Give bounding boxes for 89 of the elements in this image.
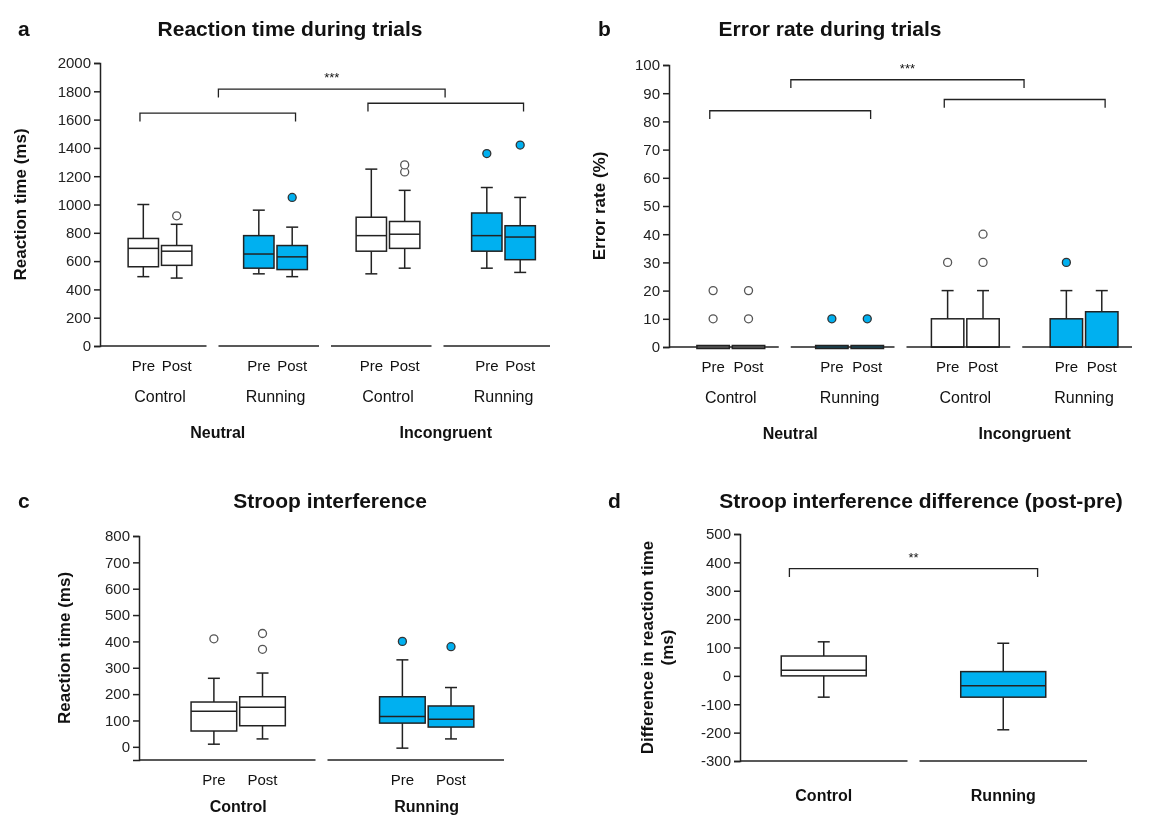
x-tick-label: Post — [1086, 358, 1118, 376]
text: Control — [939, 388, 992, 406]
x-tick-label: Pre — [359, 357, 383, 375]
text: Running — [819, 388, 880, 406]
y-tick-label: 300 — [104, 659, 130, 677]
x-tick-label: Post — [389, 357, 421, 375]
y-tick-label: 0 — [722, 667, 731, 685]
text: Control — [209, 797, 267, 815]
y-tick-label: 50 — [643, 197, 660, 215]
x-tick-label: Pre — [475, 357, 499, 375]
y-tick-label: 2000 — [57, 54, 91, 72]
y-tick-label: 60 — [643, 169, 660, 187]
y-axis-title: Difference in reaction time (ms) — [638, 540, 677, 755]
text: Control — [134, 387, 186, 405]
text: Control — [705, 388, 757, 406]
x-tick-label: Post — [161, 357, 193, 375]
y-tick-label: -300 — [700, 752, 731, 770]
y-tick-label: 300 — [705, 582, 731, 600]
y-tick-label: 700 — [104, 553, 130, 571]
y-tick-label: -200 — [700, 723, 731, 741]
y-tick-label: 70 — [643, 140, 660, 158]
y-tick-label: 1000 — [57, 195, 91, 213]
y-tick-label: 10 — [643, 310, 660, 328]
text: c — [18, 489, 30, 512]
text: Running — [1054, 388, 1114, 406]
text: a — [18, 17, 30, 40]
x-tick-label: Post — [968, 358, 999, 376]
y-tick-label: 40 — [643, 225, 660, 243]
y-tick-label: 400 — [104, 632, 130, 650]
x-tick-label: Post — [247, 771, 279, 789]
text: d — [608, 489, 621, 512]
x-tick-label: Pre — [390, 771, 415, 789]
y-tick-label: 1800 — [57, 82, 91, 100]
text: Neutral — [762, 424, 818, 442]
y-tick-label: 1600 — [57, 110, 91, 128]
x-tick-label: Post — [733, 358, 765, 376]
y-tick-label: 0 — [121, 738, 130, 756]
y-tick-label: 800 — [104, 527, 130, 545]
text: Control — [362, 387, 414, 405]
y-tick-label: 90 — [643, 84, 660, 102]
text: Running — [245, 387, 306, 405]
x-tick-label: Pre — [935, 358, 960, 376]
y-tick-label: 600 — [65, 252, 91, 270]
text: Neutral — [190, 423, 246, 441]
y-axis-title: Reaction time (ms) — [55, 571, 74, 725]
annotation: ** — [908, 550, 919, 566]
y-tick-label: 100 — [705, 638, 731, 656]
y-tick-label: 600 — [104, 580, 130, 598]
chart-title: Error rate during trials — [718, 17, 942, 40]
y-tick-label: 500 — [104, 606, 130, 624]
text: b — [598, 17, 611, 40]
y-tick-label: 500 — [705, 525, 731, 543]
x-tick-label: Pre — [820, 358, 844, 376]
y-tick-label: 200 — [104, 685, 130, 703]
text: Running — [394, 797, 460, 815]
y-axis-title: Error rate (%) — [590, 151, 609, 261]
y-tick-label: 200 — [65, 309, 91, 326]
x-tick-label: Post — [505, 357, 537, 375]
x-tick-label: Pre — [131, 357, 155, 375]
y-tick-label: -100 — [700, 695, 731, 713]
y-tick-label: 100 — [104, 711, 130, 729]
y-axis-title: Reaction time (ms) — [11, 128, 30, 281]
x-tick-label: Post — [277, 357, 309, 375]
x-tick-label: Pre — [701, 358, 725, 376]
text: Incongruent — [399, 423, 493, 441]
y-tick-label: 80 — [643, 112, 660, 130]
y-tick-label: 100 — [634, 56, 660, 74]
x-tick-label: Post — [852, 358, 884, 376]
y-tick-label: 0 — [651, 338, 660, 356]
text: Incongruent — [978, 424, 1072, 442]
y-tick-label: 400 — [705, 553, 731, 571]
text: Running — [473, 387, 534, 405]
x-tick-label: Pre — [1054, 358, 1079, 376]
x-tick-label: Pre — [202, 771, 226, 789]
y-tick-label: 20 — [643, 281, 660, 299]
annotation: *** — [899, 61, 916, 77]
chart-title: Stroop interference difference (post-pre) — [719, 489, 1123, 512]
y-tick-label: 0 — [82, 337, 91, 355]
x-tick-label: Post — [436, 771, 467, 789]
chart-title: Reaction time during trials — [157, 17, 423, 40]
x-tick-label: Pre — [247, 357, 271, 375]
chart-title: Stroop interference — [233, 489, 427, 512]
y-tick-label: 800 — [65, 224, 91, 242]
y-tick-label: 1400 — [57, 139, 91, 157]
y-tick-label: 400 — [65, 280, 91, 298]
y-tick-label: 200 — [705, 610, 731, 628]
annotation: *** — [324, 70, 340, 86]
y-tick-label: 30 — [643, 253, 660, 271]
y-tick-label: 1200 — [57, 167, 91, 185]
